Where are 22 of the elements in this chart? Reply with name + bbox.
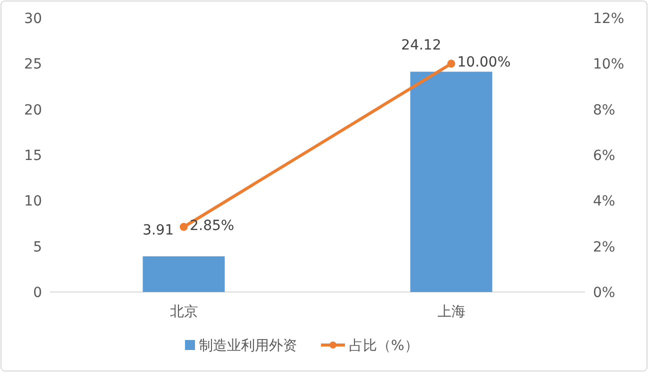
data-label: 10.00% bbox=[457, 54, 511, 71]
y-tick-label: 25 bbox=[24, 56, 42, 73]
y2-tick-label: 2% bbox=[593, 239, 616, 256]
y2-tick-label: 4% bbox=[593, 194, 616, 210]
data-label: 3.91 bbox=[142, 222, 174, 238]
y-tick-label: 20 bbox=[24, 102, 42, 118]
y2-tick-label: 6% bbox=[593, 148, 616, 164]
data-label: 2.85% bbox=[190, 218, 234, 234]
y2-tick-label: 10% bbox=[593, 56, 624, 73]
x-tick-label: 北京 bbox=[170, 304, 198, 320]
y-tick-label: 10 bbox=[24, 194, 42, 210]
legend-label: 制造业利用外资 bbox=[199, 338, 297, 354]
y-tick-label: 0 bbox=[33, 285, 42, 301]
y-tick-label: 30 bbox=[24, 11, 42, 27]
y2-tick-label: 12% bbox=[593, 11, 624, 27]
y-tick-label: 15 bbox=[24, 148, 42, 164]
y-tick-label: 5 bbox=[33, 239, 42, 256]
data-label: 24.12 bbox=[401, 38, 442, 54]
legend-label: 占比（%） bbox=[349, 338, 418, 354]
y2-tick-label: 8% bbox=[593, 102, 616, 118]
x-tick-label: 上海 bbox=[437, 304, 466, 320]
y2-tick-label: 0% bbox=[593, 285, 616, 301]
